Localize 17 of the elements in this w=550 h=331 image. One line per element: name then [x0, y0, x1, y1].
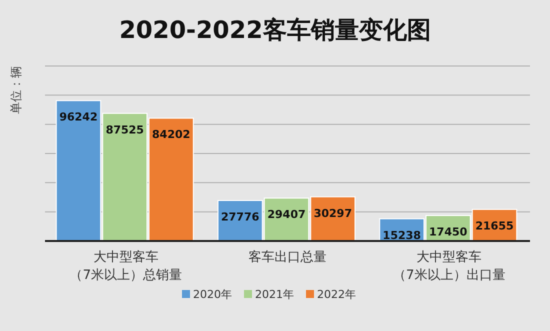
x-tick-label: 大中型客车（7米以上）总销量	[70, 249, 182, 283]
data-label: 21655	[475, 219, 514, 232]
data-label: 29407	[267, 208, 306, 222]
data-label: 87525	[106, 123, 144, 136]
data-label: 17450	[429, 226, 468, 239]
x-tick-label: 大中型客车（7米以上）出口量	[393, 249, 506, 283]
data-label: 30297	[314, 206, 352, 220]
data-label: 96242	[59, 110, 98, 124]
legend-label: 2021年	[255, 288, 294, 301]
legend-label: 2020年	[193, 288, 232, 301]
data-label: 15238	[382, 228, 421, 242]
legend-label: 2022年	[317, 288, 356, 301]
data-label: 84202	[152, 128, 190, 142]
x-tick-label: 客车出口总量	[248, 249, 326, 265]
data-label: 27776	[221, 210, 260, 224]
chart-title: 2020-2022客车销量变化图	[119, 16, 431, 44]
y-axis-title: 单位：辆	[9, 66, 23, 114]
